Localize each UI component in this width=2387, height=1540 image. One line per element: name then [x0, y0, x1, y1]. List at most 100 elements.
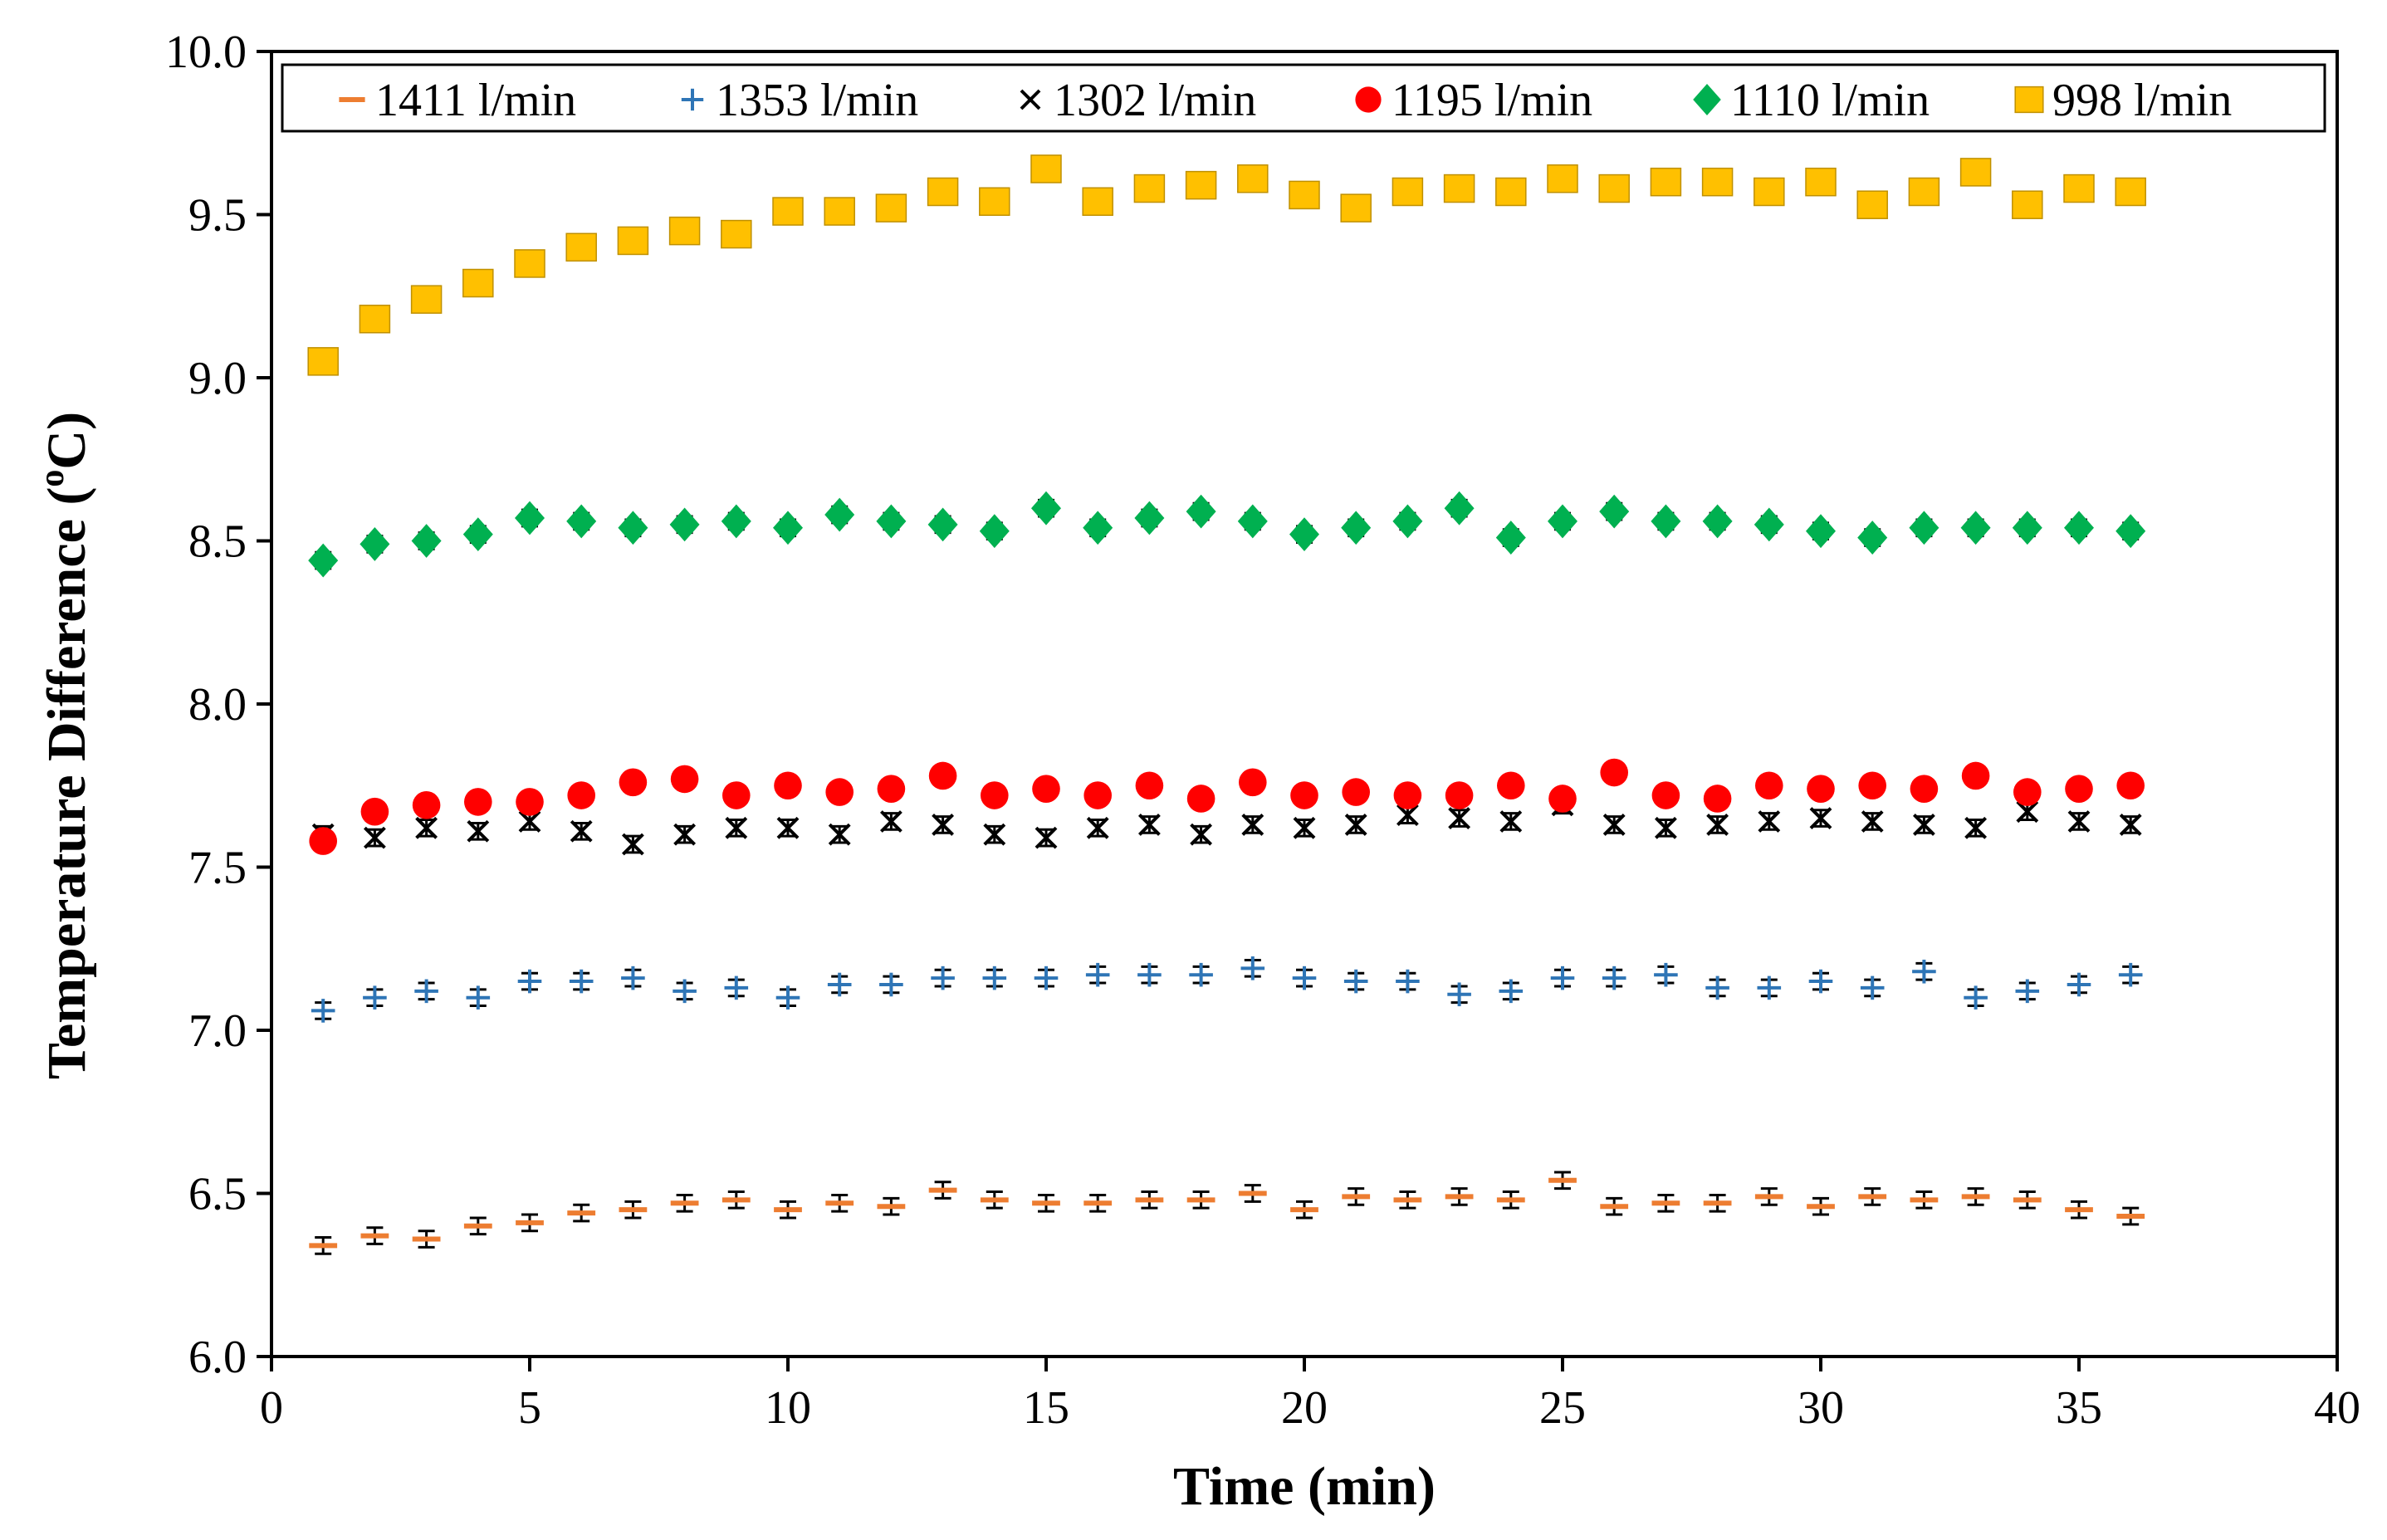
data-point: [1808, 969, 1833, 994]
data-point: [1600, 758, 1628, 787]
data-point: [875, 193, 907, 222]
data-point: [932, 813, 955, 836]
data-point: [1393, 1190, 1422, 1210]
data-point: [725, 816, 748, 839]
data-point: [1085, 962, 1110, 987]
data-point: [1602, 966, 1626, 990]
data-point: [776, 816, 800, 839]
data-point: [982, 966, 1007, 990]
data-point: [2116, 1206, 2145, 1226]
data-point: [2067, 972, 2091, 997]
data-point: [1137, 962, 1162, 987]
legend-item: 1411 l/min: [339, 75, 576, 126]
x-tick-label: 25: [1539, 1382, 1586, 1434]
data-point: [1809, 807, 1832, 829]
data-point: [1548, 1171, 1577, 1190]
data-point: [1964, 985, 1988, 1010]
legend-label: 1411 l/min: [375, 75, 576, 126]
data-point: [1705, 975, 1729, 1000]
data-point: [928, 1181, 957, 1200]
data-point: [1909, 511, 1939, 545]
data-point: [1445, 781, 1474, 809]
data-point: [670, 765, 699, 794]
x-tick-label: 30: [1798, 1382, 1844, 1434]
y-tick-label: 7.5: [188, 843, 247, 894]
data-point: [1238, 1184, 1267, 1203]
data-point: [1443, 174, 1475, 203]
data-point: [1237, 504, 1268, 539]
data-point: [1083, 781, 1112, 809]
y-tick-label: 8.0: [188, 679, 247, 731]
data-point: [2116, 514, 2146, 549]
data-point: [721, 219, 752, 249]
data-point: [1860, 975, 1885, 1000]
data-point: [621, 966, 645, 990]
legend-marker: [681, 88, 704, 111]
y-axis-title: Temperature Difference (oC): [33, 412, 97, 1079]
data-point: [1031, 491, 1061, 526]
data-point: [1651, 781, 1680, 809]
data-point: [517, 969, 542, 994]
data-point: [772, 197, 804, 226]
data-point: [1650, 167, 1682, 197]
data-point: [1858, 771, 1886, 800]
data-point: [1135, 771, 1164, 800]
data-point: [927, 177, 959, 207]
data-point: [1861, 810, 1884, 833]
data-point: [1342, 1187, 1371, 1206]
data-point: [774, 1200, 802, 1220]
data-point: [1240, 956, 1265, 980]
data-point: [1706, 813, 1729, 836]
y-tick-label: 9.0: [188, 353, 247, 404]
y-tick-label: 6.0: [188, 1332, 247, 1383]
y-tick-label: 8.5: [188, 516, 247, 568]
legend-item: 1353 l/min: [681, 75, 918, 126]
y-tick-label: 6.5: [188, 1169, 247, 1220]
data-point: [412, 1230, 441, 1249]
data-point: [1137, 813, 1161, 836]
data-point: [775, 985, 800, 1010]
data-point: [979, 514, 1010, 549]
data-point: [668, 216, 701, 246]
y-tick-label: 9.5: [188, 190, 247, 242]
data-point: [308, 543, 339, 578]
x-tick-label: 0: [260, 1382, 283, 1434]
data-point: [931, 966, 955, 990]
data-point: [570, 819, 593, 843]
data-point: [1289, 517, 1319, 552]
data-point: [1807, 775, 1835, 803]
x-axis-title: Time (min): [1173, 1456, 1436, 1517]
data-point: [463, 1216, 492, 1236]
legend-label: 1195 l/min: [1392, 75, 1592, 126]
data-point: [1190, 823, 1213, 846]
data-point: [928, 761, 957, 790]
data-point: [1961, 761, 1990, 790]
data-point: [1548, 504, 1577, 539]
data-point: [673, 979, 697, 1004]
data-point: [1290, 781, 1318, 809]
data-point: [673, 823, 697, 846]
data-point: [1086, 816, 1109, 839]
data-point: [1598, 174, 1630, 203]
data-point: [1701, 167, 1734, 197]
data-point: [1912, 959, 1936, 984]
data-point: [774, 771, 802, 800]
data-point: [1755, 771, 1783, 800]
data-point: [2012, 511, 2042, 545]
data-point: [876, 504, 907, 539]
data-point: [414, 979, 438, 1004]
data-point: [1754, 507, 1784, 542]
legend-item: 998 l/min: [2014, 75, 2232, 126]
y-axis-title-main: Temperature Difference (: [37, 487, 97, 1080]
data-point: [1805, 167, 1837, 197]
data-point: [1292, 966, 1317, 990]
legend-marker: [1020, 89, 1041, 110]
data-point: [2013, 778, 2042, 806]
legend-marker: [1693, 83, 1721, 116]
y-tick-label: 10.0: [165, 27, 247, 78]
data-point: [2115, 177, 2146, 207]
data-point: [1290, 1200, 1318, 1220]
data-point: [1654, 962, 1678, 987]
data-point: [1499, 979, 1524, 1004]
data-point: [1083, 511, 1113, 545]
